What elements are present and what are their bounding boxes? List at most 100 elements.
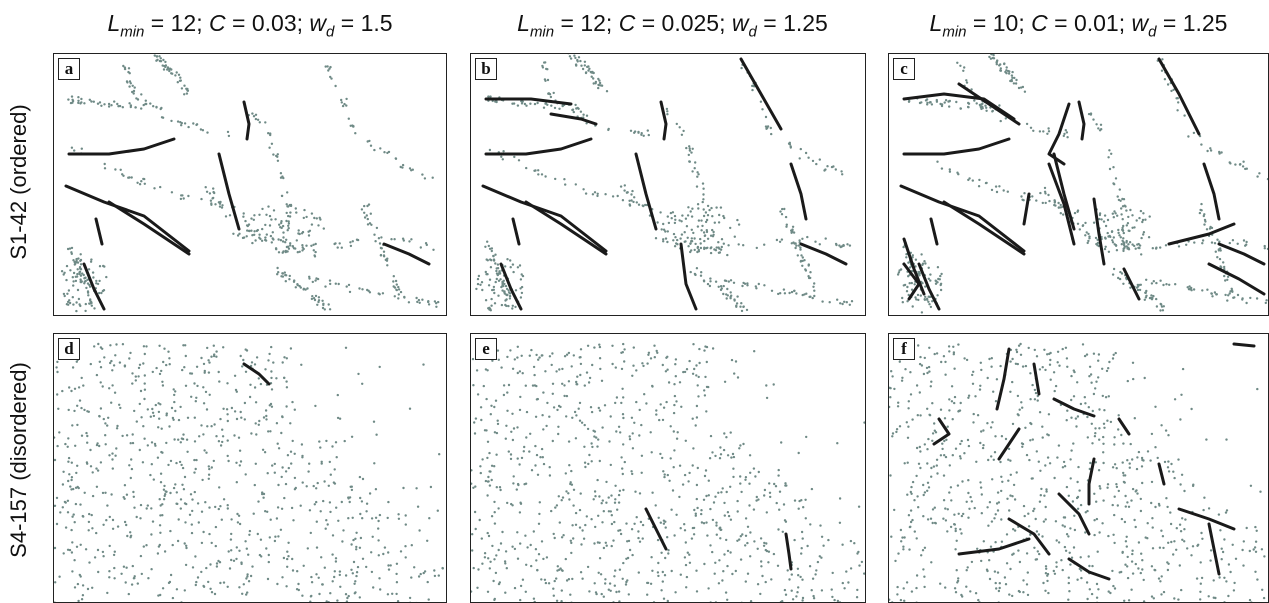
traced-filament-line [1024,194,1029,224]
lmin-subscript: min [942,24,966,41]
localization-dot [351,436,353,438]
localization-dot [59,511,61,513]
localization-dot [598,84,600,86]
localization-dot [369,492,371,494]
localization-dot [308,463,310,465]
localization-dot [539,456,541,458]
localization-dot [1093,222,1095,224]
localization-dot [362,478,364,480]
localization-dot [573,111,575,113]
localization-dot [967,179,969,181]
localization-dot [1200,532,1202,534]
localization-dot [775,485,777,487]
localization-dot [1058,365,1060,367]
localization-dot [1112,357,1114,359]
localization-dot [534,169,536,171]
localization-dot [805,293,807,295]
localization-dot [500,156,502,158]
localization-dot [611,523,613,525]
localization-dot [1046,580,1048,582]
localization-dot [380,236,382,238]
localization-dot [733,372,735,374]
localization-dot [497,263,499,265]
localization-dot [651,492,653,494]
localization-dot [940,289,942,291]
localization-dot [124,484,126,486]
traced-filament-line [1059,494,1089,534]
panel-d: d [53,333,447,603]
localization-dot [379,366,381,368]
localization-dot [271,388,273,390]
localization-dot [1168,470,1170,472]
localization-dot [479,465,481,467]
localization-dot [747,573,749,575]
localization-dot [1136,492,1138,494]
localization-dot [1206,289,1208,291]
localization-dot [579,402,581,404]
localization-dot [971,374,973,376]
localization-dot [173,394,175,396]
localization-dot [155,404,157,406]
traced-filament-line [551,114,596,124]
localization-dot [653,345,655,347]
localization-dot [584,462,586,464]
localization-dot [783,288,785,290]
localization-dot [384,546,386,548]
localization-dot [512,271,514,273]
localization-dot [287,246,289,248]
localization-dot [211,466,213,468]
localization-dot [142,425,144,427]
localization-dot [1023,505,1025,507]
localization-dot [321,583,323,585]
localization-dot [554,107,556,109]
localization-dot [601,502,603,504]
localization-dot [74,263,76,265]
localization-dot [1151,297,1153,299]
localization-dot [688,145,690,147]
localization-dot [561,499,563,501]
localization-dot [994,435,996,437]
localization-dot [1048,353,1050,355]
localization-dot [623,348,625,350]
localization-dot [438,574,440,576]
localization-dot [168,425,170,427]
localization-dot [813,282,815,284]
localization-dot [651,570,653,572]
localization-dot [953,351,955,353]
localization-dot [655,413,657,415]
localization-dot [709,285,711,287]
localization-dot [655,237,657,239]
localization-dot [681,214,683,216]
localization-dot [218,371,220,373]
localization-dot [424,177,426,179]
localization-dot [336,456,338,458]
localization-dot [922,515,924,517]
localization-dot [159,373,161,375]
localization-dot [473,567,475,569]
localization-dot [1073,371,1075,373]
localization-dot [546,68,548,70]
localization-dot [104,167,106,169]
localization-dot [714,573,716,575]
localization-dot [1152,547,1154,549]
localization-dot [705,211,707,213]
localization-dot [1129,287,1131,289]
localization-dot [269,215,271,217]
localization-dot [476,587,478,589]
localization-dot [1045,572,1047,574]
localization-dot [535,559,537,561]
localization-dot [729,551,731,553]
localization-dot [633,132,635,134]
localization-dot [673,233,675,235]
localization-dot [610,415,612,417]
localization-dot [153,415,155,417]
localization-dot [1120,571,1122,573]
localization-dot [594,526,596,528]
localization-dot [1062,569,1064,571]
localization-dot [1062,213,1064,215]
localization-dot [619,490,621,492]
localization-dot [254,363,256,365]
localization-dot [706,219,708,221]
localization-dot [914,530,916,532]
localization-dot [1009,568,1011,570]
